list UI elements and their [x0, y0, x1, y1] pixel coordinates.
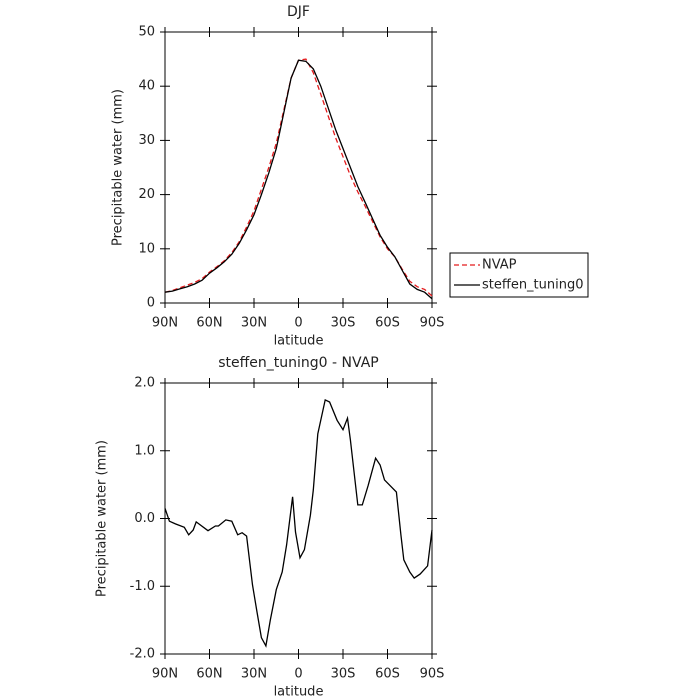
x-axis-label: latitude [274, 334, 324, 349]
x-tick-label: 30S [331, 667, 356, 682]
legend-label: steffen_tuning0 [482, 278, 584, 293]
y-tick-label: 1.0 [134, 443, 155, 458]
legend-label: NVAP [482, 258, 517, 273]
y-axis-label: Precipitable water (mm) [95, 440, 110, 597]
x-axis-label: latitude [274, 685, 324, 700]
x-tick-label: 60S [375, 316, 400, 331]
y-tick-label: 0.0 [134, 511, 155, 526]
series-line [164, 58, 433, 297]
x-tick-label: 60N [196, 316, 222, 331]
y-tick-label: 2.0 [134, 376, 155, 391]
x-tick-label: 30S [331, 316, 356, 331]
y-axis-label: Precipitable water (mm) [111, 89, 126, 246]
y-tick-label: -2.0 [130, 647, 155, 662]
y-tick-label: 30 [138, 133, 155, 148]
x-tick-label: 60N [196, 667, 222, 682]
series-line [164, 59, 433, 300]
x-tick-label: 30N [241, 667, 267, 682]
legend-box [449, 252, 589, 298]
x-tick-label: 90N [152, 667, 178, 682]
x-tick-label: 90N [152, 316, 178, 331]
plot-frame [164, 382, 433, 655]
y-tick-label: -1.0 [130, 579, 155, 594]
y-tick-label: 40 [138, 79, 155, 94]
x-tick-label: 0 [294, 667, 302, 682]
y-tick-label: 50 [138, 25, 155, 40]
x-tick-label: 90S [420, 316, 445, 331]
chart-title: DJF [287, 4, 310, 20]
chart-title: steffen_tuning0 - NVAP [218, 355, 378, 371]
x-tick-label: 60S [375, 667, 400, 682]
x-tick-label: 90S [420, 667, 445, 682]
y-tick-label: 20 [138, 187, 155, 202]
y-tick-label: 10 [138, 241, 155, 256]
x-tick-label: 30N [241, 316, 267, 331]
y-tick-label: 0 [147, 296, 155, 311]
plot-frame [164, 31, 433, 304]
series-line [164, 398, 433, 648]
x-tick-label: 0 [294, 316, 302, 331]
